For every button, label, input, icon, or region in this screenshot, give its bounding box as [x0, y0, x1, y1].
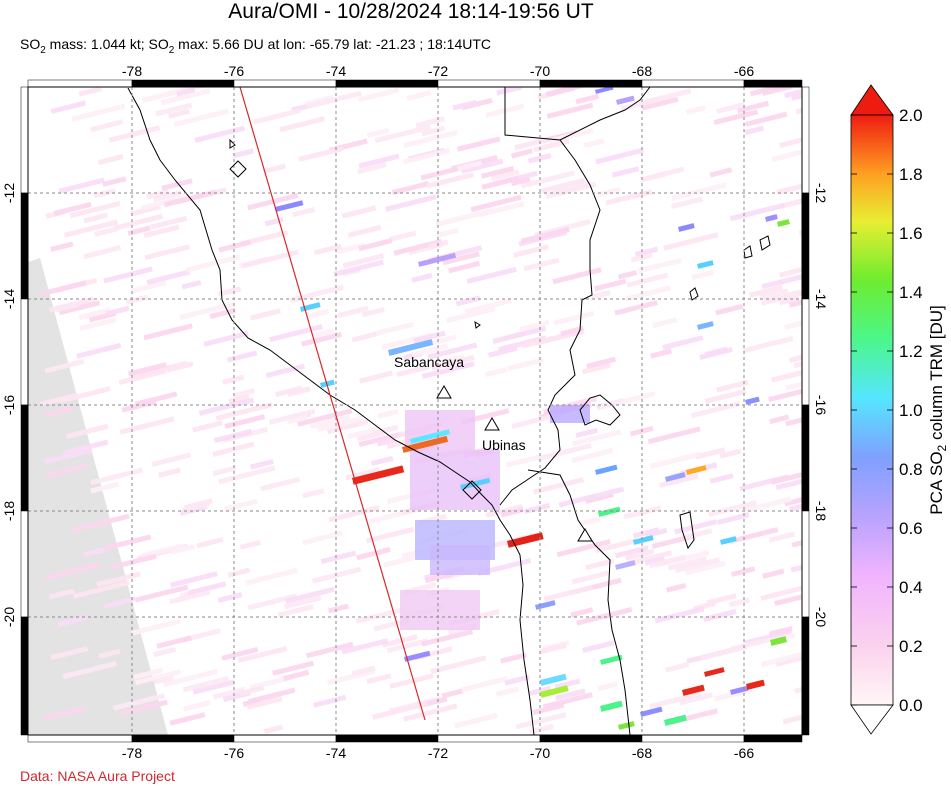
- lat-tick-left: -12: [1, 183, 17, 203]
- lon-tick-top: -74: [326, 63, 346, 79]
- volcano-label-sabancaya: Sabancaya: [394, 354, 464, 370]
- colorbar-tick-label: 1.2: [899, 342, 923, 361]
- colorbar: [850, 114, 894, 706]
- lat-tick-right: -12: [813, 183, 829, 203]
- colorbar-tick-label: 0.0: [899, 696, 923, 715]
- colorbar-tick-label: 0.4: [899, 578, 923, 597]
- lat-tick-left: -20: [1, 607, 17, 627]
- marker-diamond: [462, 480, 482, 500]
- lat-tick-right: -20: [813, 607, 829, 627]
- volcano-label-ubinas: Ubinas: [482, 437, 526, 453]
- volcano-marker-sabancaya: [436, 385, 452, 399]
- lon-tick-top: -66: [734, 63, 754, 79]
- lon-tick-top: -72: [428, 63, 448, 79]
- lon-tick-top: -78: [122, 63, 142, 79]
- lon-tick-top: -76: [224, 63, 244, 79]
- coastline: [127, 87, 535, 735]
- colorbar-min-arrow: [850, 704, 894, 735]
- border-peru-bolivia: [499, 87, 601, 506]
- colorbar-ticks: 2.0 1.8 1.6 1.4 1.2 1.0 0.8 0.6 0.4 0.2 0.0: [851, 106, 923, 715]
- volcano-marker-ubinas: [484, 417, 500, 431]
- data-credit: Data: NASA Aura Project: [20, 768, 175, 784]
- lat-tick-right: -18: [813, 501, 829, 521]
- colorbar-tick-label: 1.4: [899, 283, 923, 302]
- colorbar-tick-label: 1.8: [899, 165, 923, 184]
- lat-tick-right: -14: [813, 289, 829, 309]
- lon-tick-bottom: -76: [224, 745, 244, 761]
- lon-tick-bottom: -72: [428, 745, 448, 761]
- colorbar-max-arrow: [850, 84, 894, 116]
- map-subtitle: SO2 mass: 1.044 kt; SO2 max: 5.66 DU at …: [20, 36, 492, 56]
- lat-tick-left: -18: [1, 501, 17, 521]
- colorbar-tick-label: 2.0: [899, 106, 923, 125]
- colorbar-tick-label: 1.0: [899, 401, 923, 420]
- map-title: Aura/OMI - 10/28/2024 18:14-19:56 UT: [228, 0, 594, 23]
- map-frame: [20, 79, 810, 743]
- lon-tick-bottom: -74: [326, 745, 346, 761]
- colorbar-tick-label: 1.6: [899, 224, 923, 243]
- lat-tick-left: -14: [1, 289, 17, 309]
- lat-tick-left: -16: [1, 395, 17, 415]
- border-chile-bolivia: [527, 469, 631, 735]
- lon-tick-top: -70: [530, 63, 550, 79]
- missing-data-region: [28, 258, 168, 735]
- lon-tick-bottom: -68: [632, 745, 652, 761]
- colorbar-tick-label: 0.2: [899, 637, 923, 656]
- lake-titicaca: [579, 394, 621, 426]
- volcano-marker: [577, 528, 593, 542]
- border-brazil: [559, 87, 651, 141]
- colorbar-tick-label: 0.6: [899, 519, 923, 538]
- lon-tick-bottom: -70: [530, 745, 550, 761]
- graticule: [28, 87, 802, 735]
- marker-diamond: [229, 160, 247, 178]
- colorbar-tick-label: 0.8: [899, 460, 923, 479]
- lon-tick-bottom: -66: [734, 745, 754, 761]
- lakes: [229, 138, 771, 550]
- lat-tick-right: -16: [813, 395, 829, 415]
- colorbar-label: PCA SO2 column TRM [DU]: [927, 305, 949, 515]
- lon-tick-bottom: -78: [122, 745, 142, 761]
- lon-tick-top: -68: [632, 63, 652, 79]
- so2-pixels: [40, 87, 802, 735]
- axis-labels: -78 -78 -76 -76 -74 -74 -72 -72 -70 -70 -68 -68 -66 -…: [1, 63, 829, 761]
